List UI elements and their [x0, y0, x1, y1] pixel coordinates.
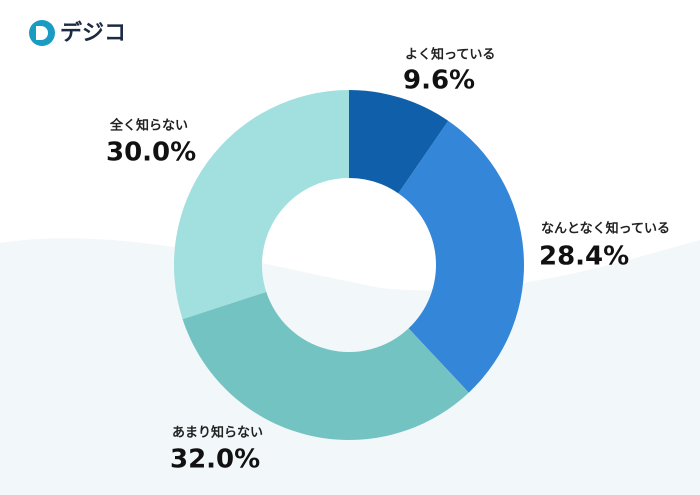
category-label: あまり知らない: [172, 425, 263, 441]
logo-text: デジコ: [60, 20, 126, 46]
value-label: 30.0%: [106, 138, 196, 168]
logo-icon-mark: [36, 26, 48, 40]
donut-slice: [182, 291, 469, 440]
category-label: よく知っている: [405, 47, 495, 63]
donut-slice: [398, 120, 524, 393]
value-label: 32.0%: [170, 445, 260, 475]
donut-slice: [349, 90, 449, 194]
category-label: 全く知らない: [109, 118, 188, 134]
donut-slice: [173, 90, 349, 320]
value-label: 9.6%: [403, 66, 475, 96]
category-label: なんとなく知っている: [541, 221, 670, 237]
value-label: 28.4%: [539, 242, 629, 272]
logo: デジコ: [29, 20, 126, 46]
